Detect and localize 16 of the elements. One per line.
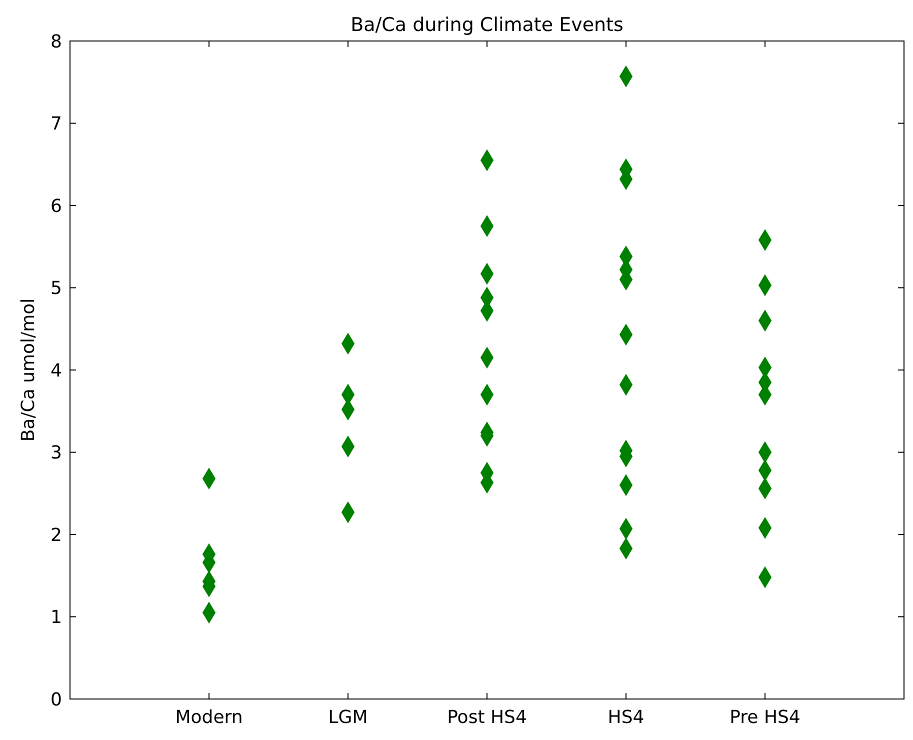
y-tick-label: 0: [50, 689, 62, 710]
x-tick-label: Modern: [175, 707, 243, 728]
y-tick-label: 4: [50, 360, 62, 382]
x-tick-label: LGM: [328, 707, 368, 728]
y-axis-title: Ba/Ca umol/mol: [18, 298, 39, 442]
chart-title: Ba/Ca during Climate Events: [350, 14, 624, 36]
y-tick-label: 5: [50, 278, 62, 300]
y-tick-label: 7: [50, 114, 62, 135]
y-tick-label: 3: [50, 442, 62, 464]
y-tick-label: 2: [50, 524, 62, 546]
y-tick-label: 6: [50, 196, 62, 217]
x-tick-label: Pre HS4: [730, 707, 800, 728]
y-tick-label: 8: [50, 31, 62, 52]
x-tick-label: HS4: [608, 707, 644, 728]
y-tick-label: 1: [50, 607, 62, 628]
x-tick-label: Post HS4: [447, 707, 527, 728]
